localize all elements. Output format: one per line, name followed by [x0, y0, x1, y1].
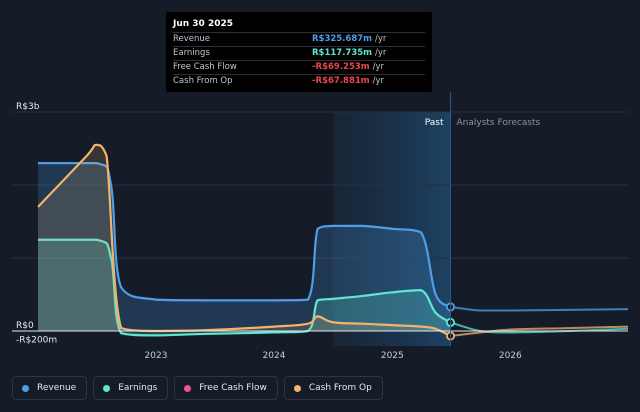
- tooltip-row-revenue: Revenue R$325.687m /yr: [173, 32, 425, 46]
- tooltip-label: Cash From Op: [173, 76, 233, 86]
- series-line-revenue: [38, 161, 452, 308]
- tooltip-unit: /yr: [375, 34, 387, 44]
- series-area-revenue: [38, 163, 451, 331]
- legend-label: Free Cash Flow: [199, 383, 267, 393]
- series-area-earnings: [38, 239, 451, 336]
- legend-item-earnings[interactable]: Earnings: [93, 376, 169, 400]
- tooltip-label: Revenue: [173, 34, 211, 44]
- legend-item-free-cash-flow[interactable]: Free Cash Flow: [174, 376, 278, 400]
- forecast-line-earnings: [450, 321, 629, 334]
- tooltip-label: Free Cash Flow: [173, 62, 237, 72]
- legend-label: Revenue: [37, 383, 77, 393]
- series-line-cash-from-op: [37, 143, 452, 337]
- legend-item-revenue[interactable]: Revenue: [12, 376, 88, 400]
- tooltip-row-earnings: Earnings R$117.735m /yr: [173, 46, 425, 60]
- y-tick-label: R$3b: [16, 102, 40, 112]
- tooltip-value: -R$67.881m: [312, 76, 370, 86]
- legend-label: Earnings: [118, 383, 158, 393]
- y-tick-label: R$0: [16, 321, 34, 331]
- past-label: Past: [425, 118, 444, 128]
- x-tick-label: 2025: [381, 351, 404, 361]
- tooltip-row-free-cash-flow: Free Cash Flow -R$69.253m /yr: [173, 60, 425, 74]
- tooltip-unit: /yr: [372, 76, 385, 86]
- y-tick-label: -R$200m: [16, 336, 57, 346]
- tooltip-unit: /yr: [372, 62, 385, 72]
- legend-label: Cash From Op: [308, 383, 372, 393]
- tooltip-date: Jun 30 2025: [173, 19, 234, 29]
- tooltip: Jun 30 2025 Revenue R$325.687m /yr Earni…: [166, 12, 432, 92]
- forecast-line-revenue: [450, 305, 629, 312]
- legend-item-cash-from-op[interactable]: Cash From Op: [283, 376, 383, 400]
- x-tick-label: 2026: [499, 351, 522, 361]
- tooltip-label: Earnings: [173, 48, 210, 58]
- tooltip-value: -R$69.253m: [312, 62, 370, 72]
- forecast-label: Analysts Forecasts: [457, 118, 541, 128]
- tooltip-value: R$325.687m: [312, 34, 373, 44]
- tooltip-row-cash-from-op: Cash From Op -R$67.881m /yr: [173, 74, 425, 88]
- legend-dot-icon: [22, 384, 29, 392]
- x-tick-label: 2023: [145, 351, 168, 361]
- tooltip-value: R$117.735m: [312, 48, 373, 58]
- legend-dot-icon: [103, 384, 111, 392]
- tooltip-unit: /yr: [375, 48, 387, 58]
- legend-dot-icon: [184, 384, 192, 392]
- legend: Revenue Earnings Free Cash Flow Cash Fro…: [12, 376, 383, 400]
- legend-dot-icon: [293, 384, 301, 392]
- forecast-line-cash-from-op: [450, 325, 629, 337]
- x-tick-label: 2024: [263, 351, 286, 361]
